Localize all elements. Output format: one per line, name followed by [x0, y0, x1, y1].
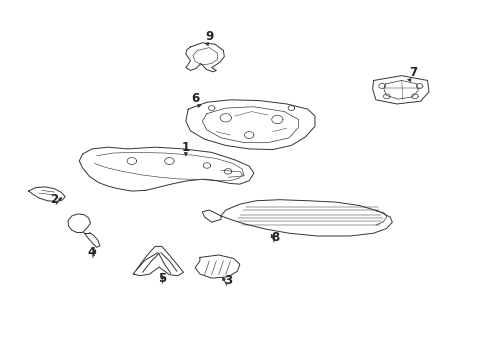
Text: 6: 6 [191, 92, 199, 105]
Text: 8: 8 [270, 230, 279, 243]
Text: 9: 9 [205, 30, 213, 43]
Text: 4: 4 [88, 246, 96, 259]
Text: 5: 5 [158, 272, 166, 285]
Text: 7: 7 [408, 66, 417, 79]
Text: 2: 2 [50, 193, 59, 206]
Text: 3: 3 [224, 274, 232, 287]
Text: 1: 1 [182, 141, 189, 154]
